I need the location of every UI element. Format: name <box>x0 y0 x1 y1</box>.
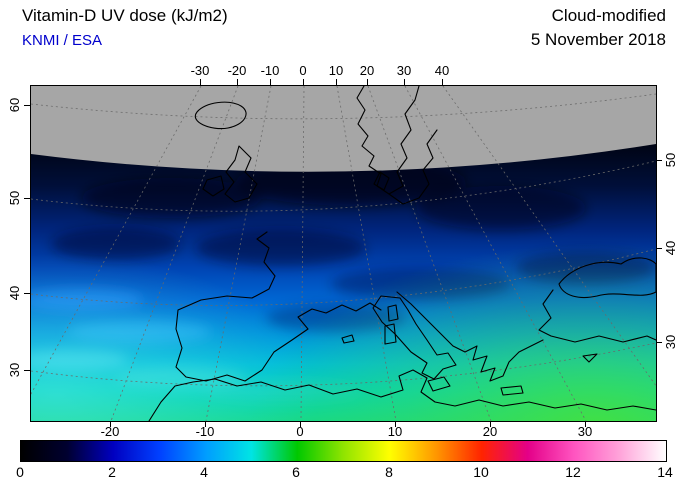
axis-tick <box>237 79 238 85</box>
axis-label-bottom-lon: -10 <box>195 424 215 439</box>
axis-tick <box>656 248 662 249</box>
colorbar-label: 8 <box>385 464 393 480</box>
axis-label-top-lon: -10 <box>260 63 280 78</box>
axis-tick <box>367 79 368 85</box>
axis-label-top-lon: 10 <box>328 63 344 78</box>
axis-tick <box>24 370 30 371</box>
axis-tick <box>395 421 396 427</box>
axis-label-bottom-lon: 10 <box>387 424 403 439</box>
axis-label-right-lat: 50 <box>662 152 678 168</box>
colorbar-label: 2 <box>108 464 116 480</box>
mode-label: Cloud-modified <box>551 6 666 25</box>
axis-tick <box>656 342 662 343</box>
coastlines <box>148 85 657 422</box>
axis-label-left-lat: 30 <box>6 362 22 378</box>
axis-tick <box>404 79 405 85</box>
axis-tick <box>656 160 662 161</box>
axis-label-left-lat: 60 <box>6 97 22 113</box>
axis-tick <box>24 293 30 294</box>
axis-tick <box>24 105 30 106</box>
axis-tick <box>300 421 301 427</box>
source-label: KNMI / ESA <box>22 32 103 49</box>
coastline-france-iberia <box>175 231 382 382</box>
axis-label-bottom-lon: 20 <box>482 424 498 439</box>
axis-label-top-lon: -20 <box>227 63 247 78</box>
axis-tick <box>205 421 206 427</box>
axis-label-bottom-lon: 0 <box>296 424 304 439</box>
colorbar-label: 6 <box>292 464 300 480</box>
coastline-crete <box>500 385 524 396</box>
coastline-turkey <box>538 289 657 343</box>
coastline-sicily <box>427 376 451 392</box>
axis-label-top-lon: 30 <box>396 63 412 78</box>
meridian-line <box>442 85 682 422</box>
coastline-sardinia <box>384 323 397 345</box>
colorbar-label: 10 <box>473 464 489 480</box>
colorbar-label: 12 <box>565 464 581 480</box>
meridian-line <box>300 85 305 422</box>
coastline-north-africa <box>148 369 657 422</box>
axis-label-left-lat: 40 <box>6 285 22 301</box>
axis-tick <box>303 79 304 85</box>
coastline-balkans-greece <box>396 291 544 382</box>
axis-label-bottom-lon: -20 <box>100 424 120 439</box>
axis-label-left-lat: 50 <box>6 190 22 206</box>
axis-tick <box>490 421 491 427</box>
date-label: 5 November 2018 <box>530 30 666 49</box>
parallel-line <box>30 342 657 387</box>
axis-tick <box>336 79 337 85</box>
coastline-baltic <box>388 129 438 205</box>
meridian-line <box>404 85 587 422</box>
meridian-line <box>15 85 202 422</box>
parallel-line <box>30 93 657 120</box>
parallel-line <box>30 248 657 306</box>
coastline-italy <box>372 295 457 380</box>
coastline-iceland <box>194 101 247 130</box>
axis-tick <box>200 79 201 85</box>
colorbar-gradient <box>20 440 667 462</box>
colorbar-label: 14 <box>657 464 673 480</box>
page-title: Vitamin-D UV dose (kJ/m2) <box>22 6 228 25</box>
coastline-denmark <box>373 171 390 191</box>
meridian-line <box>336 85 397 422</box>
axis-label-top-lon: 0 <box>299 63 307 78</box>
axis-tick <box>270 79 271 85</box>
europe-uv-map <box>15 85 682 422</box>
axis-label-top-lon: -30 <box>190 63 210 78</box>
coastline-ireland <box>202 175 225 197</box>
meridian-line <box>205 85 272 422</box>
graticule <box>15 85 682 422</box>
axis-tick <box>442 79 443 85</box>
axis-tick <box>24 198 30 199</box>
axis-label-right-lat: 30 <box>662 334 678 350</box>
axis-label-top-lon: 40 <box>434 63 450 78</box>
map-frame <box>15 85 682 422</box>
nodata-region <box>31 86 656 172</box>
parallel-line <box>30 160 657 212</box>
colorbar-label: 0 <box>16 464 24 480</box>
axis-label-right-lat: 40 <box>662 240 678 256</box>
coastline-britain <box>224 145 258 203</box>
axis-label-bottom-lon: 30 <box>577 424 593 439</box>
coastline-corsica <box>387 304 399 322</box>
axis-label-top-lon: 20 <box>359 63 375 78</box>
colorbar-label: 4 <box>200 464 208 480</box>
axis-tick <box>585 421 586 427</box>
coastline-balearics <box>341 334 355 344</box>
axis-tick <box>110 421 111 427</box>
coastline-cyprus <box>582 353 598 363</box>
